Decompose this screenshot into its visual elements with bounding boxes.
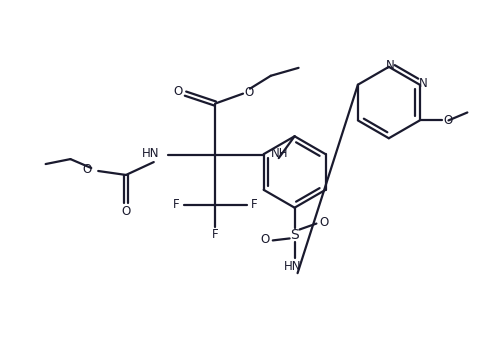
Text: S: S	[290, 228, 299, 242]
Text: O: O	[319, 216, 329, 229]
Text: HN: HN	[142, 147, 160, 160]
Text: F: F	[250, 198, 257, 211]
Text: HN: HN	[284, 260, 301, 273]
Text: O: O	[245, 86, 254, 99]
Text: O: O	[443, 114, 452, 127]
Text: F: F	[173, 198, 180, 211]
Text: O: O	[173, 85, 182, 98]
Text: F: F	[212, 228, 219, 241]
Text: O: O	[122, 205, 131, 218]
Text: N: N	[419, 77, 428, 90]
Text: O: O	[260, 233, 270, 246]
Text: NH: NH	[271, 147, 288, 160]
Text: N: N	[386, 59, 394, 72]
Text: O: O	[82, 164, 91, 176]
